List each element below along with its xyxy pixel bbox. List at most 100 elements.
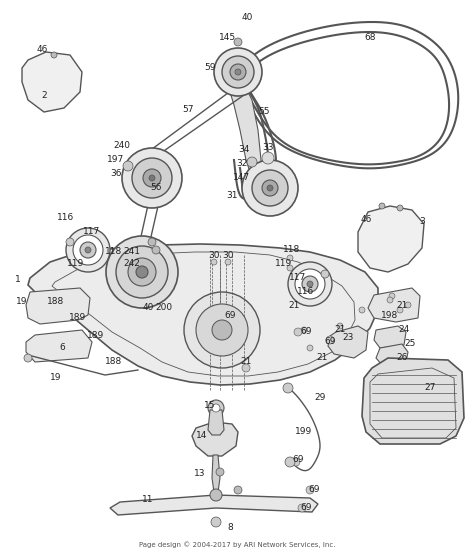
Circle shape <box>51 52 57 58</box>
Circle shape <box>307 345 313 351</box>
Text: 145: 145 <box>219 34 237 43</box>
Text: 147: 147 <box>233 174 251 182</box>
Text: 32: 32 <box>237 159 248 168</box>
Circle shape <box>136 266 148 278</box>
Circle shape <box>211 517 221 527</box>
Circle shape <box>137 252 143 258</box>
Text: 34: 34 <box>238 145 250 154</box>
Text: 21: 21 <box>334 326 346 335</box>
Text: 11: 11 <box>142 495 154 504</box>
Circle shape <box>106 236 178 308</box>
Circle shape <box>216 468 224 476</box>
Text: 69: 69 <box>300 503 312 513</box>
Text: 21: 21 <box>240 357 252 367</box>
Text: 69: 69 <box>308 486 320 494</box>
Text: 68: 68 <box>364 34 376 43</box>
Circle shape <box>288 262 332 306</box>
Text: 242: 242 <box>124 259 140 269</box>
Circle shape <box>226 314 234 322</box>
Circle shape <box>116 246 168 298</box>
Text: 241: 241 <box>124 248 140 257</box>
Circle shape <box>234 38 242 46</box>
Circle shape <box>128 258 156 286</box>
Text: 57: 57 <box>182 106 194 114</box>
Text: 46: 46 <box>36 45 48 55</box>
Circle shape <box>196 304 248 356</box>
Circle shape <box>294 328 302 336</box>
Circle shape <box>234 486 242 494</box>
Circle shape <box>235 69 241 75</box>
Polygon shape <box>192 422 238 456</box>
Polygon shape <box>374 326 406 348</box>
Polygon shape <box>212 455 220 492</box>
Text: 33: 33 <box>262 143 274 153</box>
Text: 197: 197 <box>108 155 125 164</box>
Circle shape <box>137 287 143 293</box>
Text: 21: 21 <box>288 300 300 310</box>
Circle shape <box>123 161 133 171</box>
Text: 198: 198 <box>382 311 399 321</box>
Text: 69: 69 <box>292 456 304 465</box>
Text: 188: 188 <box>47 298 64 306</box>
Text: 13: 13 <box>194 469 206 478</box>
Text: 6: 6 <box>59 343 65 352</box>
Circle shape <box>301 327 307 333</box>
Circle shape <box>208 400 224 416</box>
Text: 15: 15 <box>204 401 216 410</box>
Circle shape <box>302 276 318 292</box>
Circle shape <box>267 185 273 191</box>
Circle shape <box>210 489 222 501</box>
Circle shape <box>230 64 246 80</box>
Text: 26: 26 <box>396 353 408 363</box>
Text: Page design © 2004-2017 by ARI Network Services, Inc.: Page design © 2004-2017 by ARI Network S… <box>139 542 335 549</box>
Text: 116: 116 <box>297 288 315 296</box>
Circle shape <box>285 457 295 467</box>
Circle shape <box>211 259 217 265</box>
Text: 119: 119 <box>275 259 292 269</box>
Text: 189: 189 <box>69 314 87 322</box>
Text: 24: 24 <box>398 326 410 335</box>
Circle shape <box>66 228 110 272</box>
Polygon shape <box>368 288 420 322</box>
Text: 240: 240 <box>113 140 130 149</box>
Text: 30: 30 <box>208 251 220 259</box>
Circle shape <box>148 238 156 246</box>
Text: 119: 119 <box>67 259 85 269</box>
Text: 19: 19 <box>16 298 28 306</box>
Circle shape <box>389 293 395 299</box>
Text: 116: 116 <box>57 213 74 222</box>
Polygon shape <box>376 344 408 365</box>
Circle shape <box>295 269 325 299</box>
Text: 69: 69 <box>300 327 312 336</box>
Text: 1: 1 <box>15 275 21 284</box>
Circle shape <box>397 307 403 313</box>
Circle shape <box>306 486 314 494</box>
Text: 200: 200 <box>155 304 173 312</box>
Circle shape <box>321 270 329 278</box>
Text: 21: 21 <box>316 353 328 363</box>
Circle shape <box>149 175 155 181</box>
Circle shape <box>225 259 231 265</box>
Circle shape <box>73 235 103 265</box>
Circle shape <box>85 247 91 253</box>
Polygon shape <box>26 330 92 362</box>
Text: 8: 8 <box>227 524 233 533</box>
Polygon shape <box>362 358 464 444</box>
Circle shape <box>24 354 32 362</box>
Text: 69: 69 <box>224 311 236 321</box>
Polygon shape <box>358 206 424 272</box>
Circle shape <box>132 158 172 198</box>
Text: 30: 30 <box>222 251 234 259</box>
Polygon shape <box>328 326 368 358</box>
Text: 59: 59 <box>204 64 216 72</box>
Text: 55: 55 <box>258 107 270 117</box>
Circle shape <box>405 302 411 308</box>
Circle shape <box>292 458 300 466</box>
Polygon shape <box>230 88 262 178</box>
Circle shape <box>212 404 220 412</box>
Circle shape <box>337 323 343 329</box>
Text: 31: 31 <box>226 191 238 201</box>
Circle shape <box>214 48 262 96</box>
Circle shape <box>252 170 288 206</box>
Text: 14: 14 <box>196 431 208 441</box>
